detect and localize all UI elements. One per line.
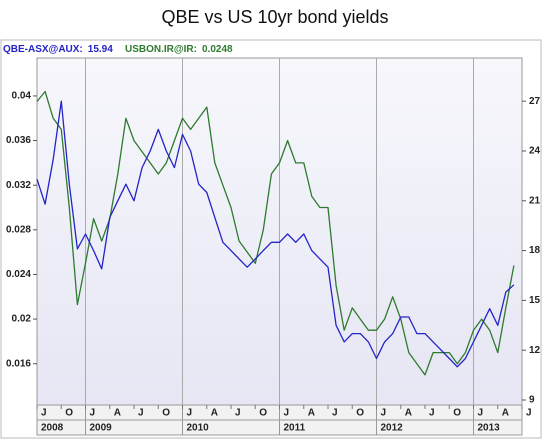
legend-name: USBON.IR@IR: bbox=[125, 44, 197, 55]
x-tick-label: A bbox=[211, 408, 218, 419]
y2-tick-label: 9 bbox=[529, 395, 535, 406]
legend-name: QBE-ASX@AUX: bbox=[3, 44, 83, 55]
x-tick-label: J bbox=[90, 408, 96, 419]
y2-tick-label: 12 bbox=[529, 345, 541, 356]
x-tick-label: J bbox=[429, 408, 435, 419]
y-tick-label: 0.024 bbox=[6, 269, 31, 280]
x-tick-label: J bbox=[138, 408, 144, 419]
y-tick-label: 0.02 bbox=[12, 314, 32, 325]
x-tick-label: A bbox=[502, 408, 509, 419]
x-tick-label: J bbox=[187, 408, 193, 419]
x-tick-label: J bbox=[235, 408, 241, 419]
x-tick-label: O bbox=[65, 408, 73, 419]
y2-tick-label: 24 bbox=[529, 146, 541, 157]
legend-value: 15.94 bbox=[88, 44, 113, 55]
x-year-label: 2008 bbox=[41, 423, 64, 434]
x-tick-label: O bbox=[453, 408, 461, 419]
x-year-label: 2009 bbox=[90, 423, 113, 434]
x-year-label: 2013 bbox=[478, 423, 501, 434]
x-tick-label: O bbox=[259, 408, 267, 419]
x-tick-label: J bbox=[478, 408, 484, 419]
y-tick-label: 0.036 bbox=[6, 135, 31, 146]
x-tick-label: O bbox=[356, 408, 364, 419]
x-tick-label: J bbox=[332, 408, 338, 419]
y-tick-label: 0.04 bbox=[12, 91, 32, 102]
series-line bbox=[36, 100, 515, 368]
x-tick-label: A bbox=[308, 408, 315, 419]
y2-tick-label: 27 bbox=[529, 96, 541, 107]
x-tick-label: J bbox=[41, 408, 47, 419]
x-tick-label: J bbox=[381, 408, 387, 419]
x-tick-label: J bbox=[284, 408, 290, 419]
series-line bbox=[36, 90, 515, 376]
y2-tick-label: 21 bbox=[529, 195, 541, 206]
y2-tick-label: 15 bbox=[529, 295, 541, 306]
y-tick-label: 0.016 bbox=[6, 358, 31, 369]
y-tick-label: 0.032 bbox=[6, 180, 31, 191]
chart-title: QBE vs US 10yr bond yields bbox=[161, 7, 388, 27]
y2-tick-label: 18 bbox=[529, 245, 541, 256]
y-tick-label: 0.028 bbox=[6, 224, 31, 235]
x-year-label: 2012 bbox=[381, 423, 404, 434]
legend-value: 0.0248 bbox=[202, 44, 233, 55]
x-tick-label: J bbox=[526, 408, 532, 419]
legend-entry: USBON.IR@IR: 0.0248 bbox=[125, 44, 233, 55]
x-tick-label: A bbox=[405, 408, 412, 419]
x-year-label: 2010 bbox=[187, 423, 210, 434]
x-year-label: 2011 bbox=[284, 423, 306, 434]
x-tick-label: O bbox=[162, 408, 170, 419]
x-tick-label: A bbox=[114, 408, 121, 419]
legend-entry: QBE-ASX@AUX: 15.94 bbox=[3, 44, 113, 55]
